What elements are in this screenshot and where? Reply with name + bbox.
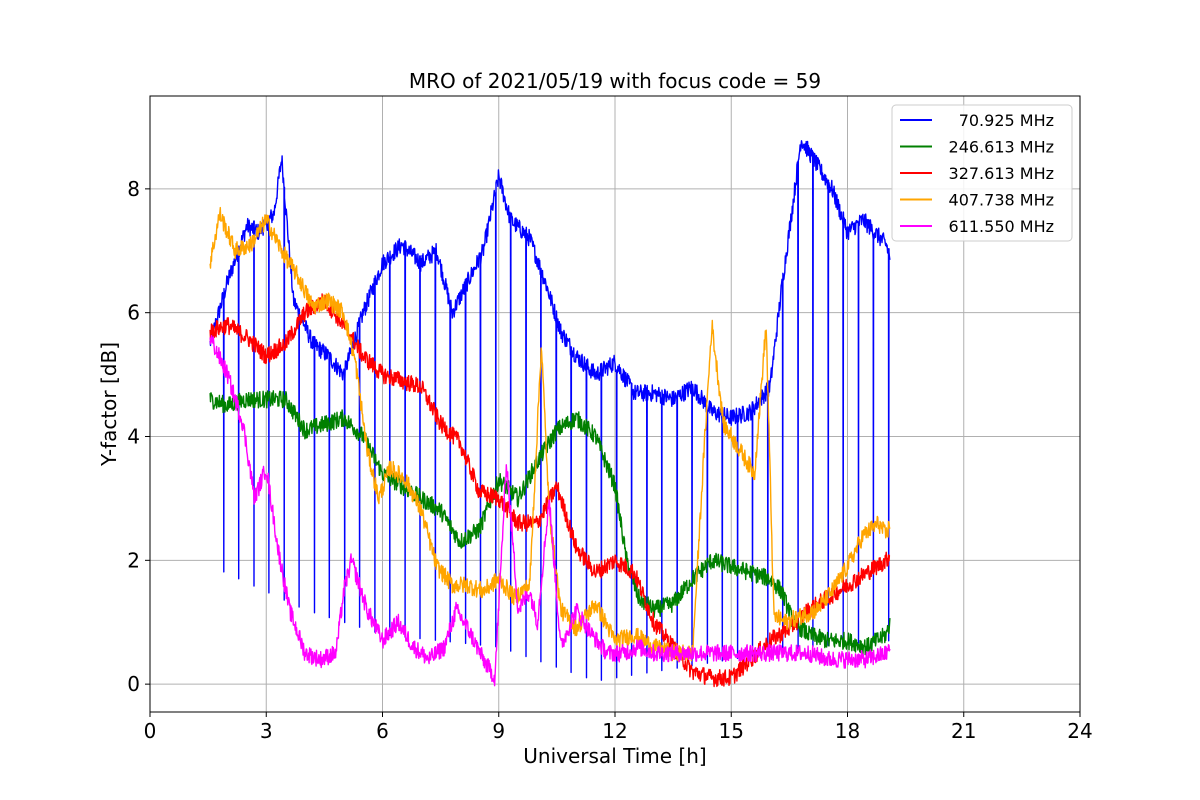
x-tick-label: 3 (260, 719, 273, 743)
series-layer (209, 140, 891, 688)
y-tick-label: 8 (127, 177, 140, 201)
series-line-1 (209, 390, 891, 656)
series-line-4 (209, 335, 891, 687)
y-tick-label: 6 (127, 301, 140, 325)
legend: 70.925 MHz 246.613 MHz 327.613 MHz 407.738 … (891, 104, 1073, 242)
x-tick-label: 12 (602, 719, 627, 743)
x-tick-label: 6 (376, 719, 389, 743)
x-tick-label: 21 (951, 719, 976, 743)
series-line-0 (209, 140, 891, 681)
legend-label-0: 70.925 MHz (959, 111, 1054, 130)
legend-label-1: 246.613 MHz (949, 138, 1054, 157)
legend-label-4: 611.550 MHz (949, 217, 1054, 236)
series-line-2 (209, 293, 891, 688)
legend-label-3: 407.738 MHz (949, 191, 1054, 210)
y-tick-label: 2 (127, 548, 140, 572)
y-tick-label: 4 (127, 425, 140, 449)
y-tick-label: 0 (127, 672, 140, 696)
y-axis-label: Y-factor [dB] (97, 342, 121, 467)
x-tick-label: 9 (492, 719, 505, 743)
legend-box (891, 104, 1073, 242)
chart-title: MRO of 2021/05/19 with focus code = 59 (409, 69, 821, 93)
legend-label-2: 327.613 MHz (949, 164, 1054, 183)
x-axis-label: Universal Time [h] (523, 744, 706, 768)
x-tick-label: 18 (835, 719, 860, 743)
x-tick-label: 0 (144, 719, 157, 743)
x-tick-label: 24 (1067, 719, 1092, 743)
x-tick-label: 15 (719, 719, 744, 743)
